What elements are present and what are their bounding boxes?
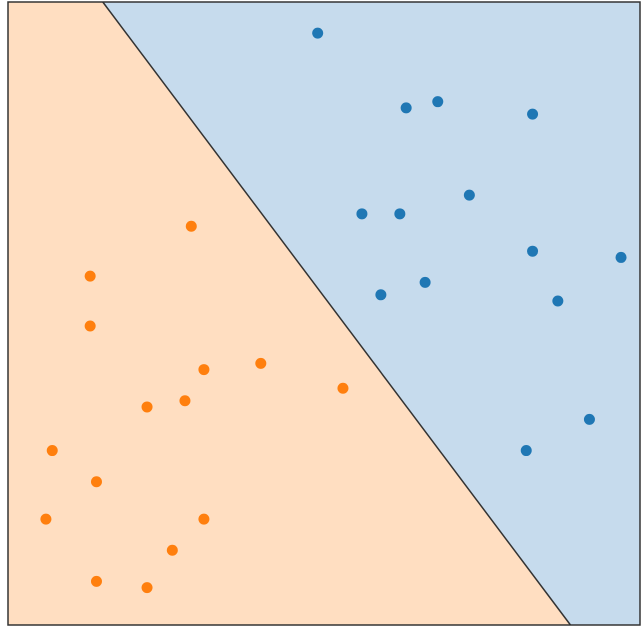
orange-point xyxy=(185,220,197,232)
blue-point xyxy=(400,102,412,114)
orange-point xyxy=(255,357,267,369)
blue-point xyxy=(615,251,627,263)
orange-point xyxy=(90,476,102,488)
orange-point xyxy=(141,582,153,594)
orange-point xyxy=(46,445,58,457)
orange-point xyxy=(179,395,191,407)
orange-point xyxy=(90,575,102,587)
plot-frame xyxy=(7,1,641,626)
blue-point xyxy=(419,276,431,288)
blue-point xyxy=(312,27,324,39)
orange-class-region xyxy=(8,2,571,625)
blue-point xyxy=(527,245,539,257)
decision-boundary-line xyxy=(102,1,572,626)
blue-point xyxy=(527,108,539,120)
orange-point xyxy=(198,513,210,525)
orange-point xyxy=(337,382,349,394)
blue-point xyxy=(583,413,595,425)
blue-point xyxy=(356,208,368,220)
blue-point xyxy=(394,208,406,220)
blue-point xyxy=(375,289,387,301)
class-regions xyxy=(8,2,641,625)
orange-point xyxy=(166,544,178,556)
orange-point xyxy=(84,320,96,332)
blue-class-region xyxy=(102,2,641,625)
orange-point xyxy=(40,513,52,525)
orange-point xyxy=(198,364,210,376)
orange-point xyxy=(84,270,96,282)
blue-point xyxy=(520,445,532,457)
data-points xyxy=(40,27,627,594)
blue-point xyxy=(432,96,444,108)
blue-point xyxy=(552,295,564,307)
blue-point xyxy=(463,189,475,201)
orange-point xyxy=(141,401,153,413)
